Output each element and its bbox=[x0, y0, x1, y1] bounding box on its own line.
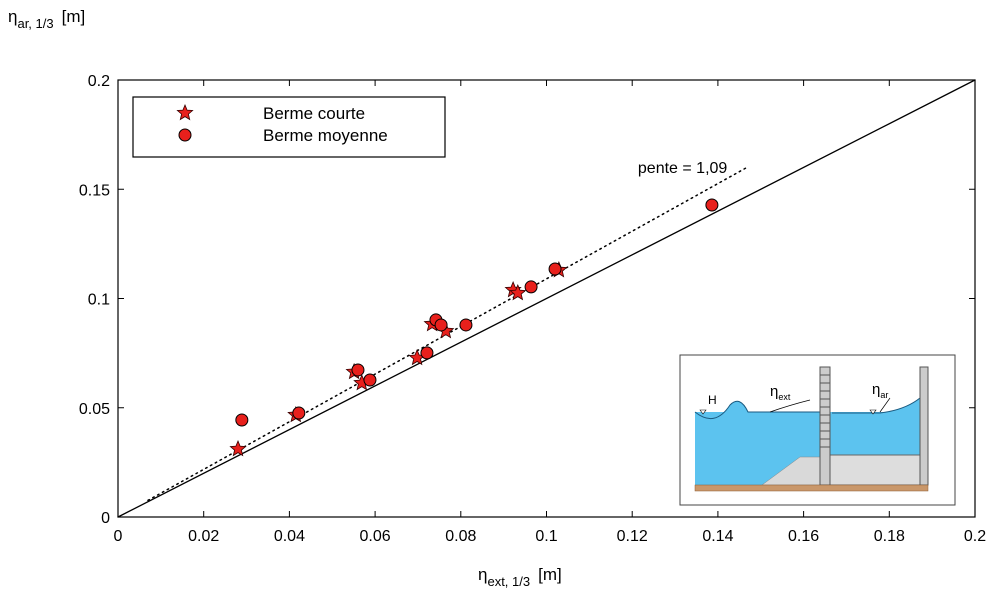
x-tick-label: 0.12 bbox=[617, 528, 648, 545]
star-marker bbox=[509, 283, 527, 301]
inset-diagram: H ηext ηar bbox=[679, 354, 956, 506]
inset-label: ηar bbox=[872, 381, 888, 400]
label-sub: ext, 1/3 bbox=[487, 574, 530, 589]
x-tick-label: 0.06 bbox=[360, 528, 391, 545]
y-tick-label: 0.2 bbox=[88, 73, 110, 90]
circle-marker bbox=[548, 262, 562, 276]
circle-marker bbox=[524, 280, 538, 294]
legend-marker bbox=[176, 103, 194, 121]
x-tick-label: 0 bbox=[114, 528, 123, 545]
circle-marker bbox=[292, 406, 306, 420]
x-axis-label: ηext, 1/3 [m] bbox=[478, 565, 562, 589]
legend-marker bbox=[178, 128, 192, 142]
label-symbol: η bbox=[478, 565, 487, 584]
y-tick-label: 0.1 bbox=[88, 292, 110, 309]
inset-label-sub: ar bbox=[880, 390, 888, 400]
inset-label-sub: ext bbox=[778, 392, 791, 402]
inset-label-symbol: η bbox=[770, 383, 778, 400]
x-tick-label: 0.18 bbox=[874, 528, 905, 545]
x-tick-label: 0.1 bbox=[535, 528, 557, 545]
circle-marker bbox=[363, 373, 377, 387]
line-label: pente = 1,09 bbox=[638, 160, 728, 177]
y-tick-label: 0.15 bbox=[79, 182, 110, 199]
x-tick-label: 0.02 bbox=[188, 528, 219, 545]
label-unit: [m] bbox=[538, 565, 562, 584]
x-tick-label: 0.04 bbox=[274, 528, 305, 545]
fit-line bbox=[117, 79, 976, 518]
inset-label-symbol: η bbox=[872, 381, 880, 398]
x-tick-label: 0.16 bbox=[788, 528, 819, 545]
circle-marker bbox=[351, 363, 365, 377]
label-symbol: η bbox=[8, 7, 17, 26]
legend-label: Berme moyenne bbox=[263, 126, 388, 145]
legend-label: Berme courte bbox=[263, 104, 365, 123]
y-tick-label: 0.05 bbox=[79, 401, 110, 418]
x-tick-label: 0.2 bbox=[964, 528, 986, 545]
star-marker bbox=[229, 439, 247, 457]
x-tick-label: 0.14 bbox=[702, 528, 733, 545]
circle-marker bbox=[235, 413, 249, 427]
circle-marker bbox=[434, 318, 448, 332]
circle-marker bbox=[459, 318, 473, 332]
label-unit: [m] bbox=[62, 7, 86, 26]
circle-marker bbox=[705, 198, 719, 212]
y-tick-label: 0 bbox=[101, 510, 110, 527]
label-sub: ar, 1/3 bbox=[17, 16, 53, 31]
inset-label: H bbox=[708, 393, 717, 407]
y-axis-label: ηar, 1/3 [m] bbox=[8, 7, 85, 31]
x-tick-label: 0.08 bbox=[445, 528, 476, 545]
circle-marker bbox=[420, 346, 434, 360]
inset-label: ηext bbox=[770, 383, 791, 402]
